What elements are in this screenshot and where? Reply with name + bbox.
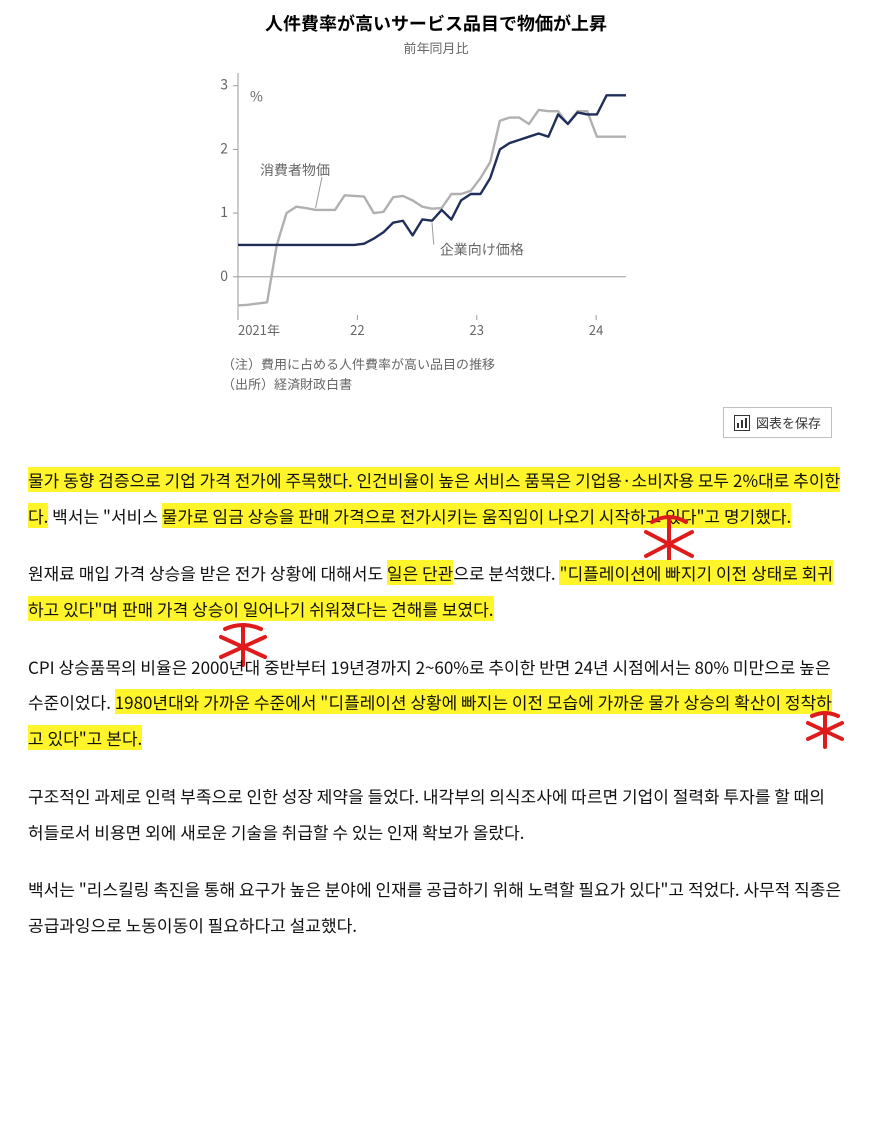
chart-subtitle: 前年同月比 <box>196 38 676 57</box>
paragraph-5: 백서는 "리스킬링 촉진을 통해 요구가 높은 분야에 인재를 공급하기 위해 … <box>28 871 844 942</box>
text: 백서는 "서비스 <box>48 503 161 528</box>
chart-notes: （注）費用に占める人件費率が高い品目の推移 （出所）経済財政白書 <box>196 354 676 393</box>
svg-text:24: 24 <box>589 320 603 339</box>
bar-chart-icon <box>734 415 750 431</box>
svg-text:1: 1 <box>220 202 228 222</box>
save-chart-label: 図表を保存 <box>756 413 821 432</box>
chart-note-1: （注）費用に占める人件費率が高い品目の推移 <box>222 354 676 374</box>
chart-note-2: （出所）経済財政白書 <box>222 374 676 394</box>
paragraph-2: 원재료 매입 가격 상승을 받은 전가 상황에 대해서도 일은 단관으로 분석했… <box>28 555 844 626</box>
paragraph-1: 물가 동향 검증으로 기업 가격 전가에 주목했다. 인건비율이 높은 서비스 … <box>28 462 844 533</box>
chart-title: 人件費率が高いサービス品目で物価が上昇 <box>196 10 676 36</box>
article-body: 물가 동향 검증으로 기업 가격 전가에 주목했다. 인건비율이 높은 서비스 … <box>0 462 872 985</box>
hand-annotation-icon <box>802 711 848 753</box>
line-chart-svg: 0123%2021年222324消費者物価企業向け価格 <box>196 63 636 343</box>
paragraph-3: CPI 상승품목의 비율은 2000년대 중반부터 19년경까지 2~60%로 … <box>28 649 844 756</box>
save-chart-button[interactable]: 図表を保存 <box>723 407 832 438</box>
svg-text:2: 2 <box>220 138 228 158</box>
svg-text:3: 3 <box>220 75 228 95</box>
svg-text:22: 22 <box>350 320 364 339</box>
text: 으로 분석했다. <box>453 560 559 585</box>
text: 원재료 매입 가격 상승을 받은 전가 상황에 대해서도 <box>28 560 387 585</box>
svg-text:消費者物価: 消費者物価 <box>260 160 330 180</box>
svg-text:0: 0 <box>220 266 228 286</box>
highlight: 1980년대와 가까운 수준에서 "디플레이션 상황에 빠지는 이전 모습에 가… <box>28 689 832 750</box>
svg-text:2021年: 2021年 <box>238 320 280 339</box>
highlight: 물가로 임금 상승을 판매 가격으로 전가시키는 움직임이 나오기 시작하고 있… <box>162 503 792 528</box>
highlight: 일은 단관 <box>387 560 453 585</box>
chart-plot-area: 0123%2021年222324消費者物価企業向け価格 <box>196 63 676 348</box>
svg-text:23: 23 <box>470 320 484 339</box>
paragraph-4: 구조적인 과제로 인력 부족으로 인한 성장 제약을 들었다. 내각부의 의식조… <box>28 778 844 849</box>
svg-text:企業向け価格: 企業向け価格 <box>440 240 524 260</box>
chart-actions: 図表を保存 <box>0 407 872 438</box>
svg-text:%: % <box>250 87 263 107</box>
chart-container: 人件費率が高いサービス品目で物価が上昇 前年同月比 0123%2021年2223… <box>196 10 676 393</box>
